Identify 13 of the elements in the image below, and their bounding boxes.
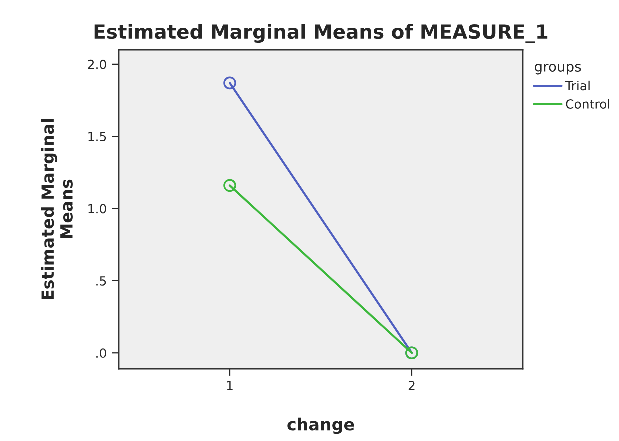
y-tick-label: 2.0 [88,60,106,70]
y-tick-label: .0 [96,348,106,358]
y-axis-title: Estimated Marginal Means [41,119,73,300]
y-tick-label: 1.0 [88,204,106,214]
legend-title: groups [535,64,582,75]
x-tick-label: 2 [408,381,415,390]
x-tick-label: 1 [227,381,233,390]
y-tick-label: .5 [96,276,106,286]
chart-title: Estimated Marginal Means of MEASURE_1 [94,24,548,44]
y-tick-label: 1.5 [88,132,106,142]
x-axis-title: change [288,418,354,434]
legend-label: Control [566,99,610,109]
legend-label: Trial [565,80,590,91]
